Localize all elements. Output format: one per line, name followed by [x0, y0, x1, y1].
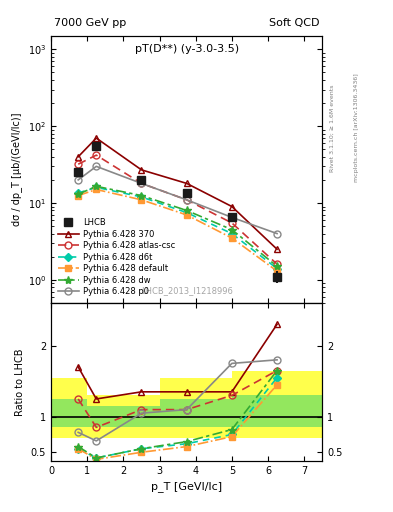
Line: Pythia 6.428 d6t: Pythia 6.428 d6t [75, 184, 280, 271]
Pythia 6.428 370 [139, 167, 144, 173]
Pythia 6.428 atlas-csc [94, 152, 99, 158]
Pythia 6.428 default [139, 197, 144, 203]
Pythia 6.428 dw [184, 207, 189, 214]
Text: Soft QCD: Soft QCD [269, 18, 320, 28]
Text: pT(D**) (y-3.0-3.5): pT(D**) (y-3.0-3.5) [135, 44, 239, 54]
Pythia 6.428 370 [275, 246, 279, 252]
Pythia 6.428 d6t [94, 184, 99, 190]
Pythia 6.428 dw [76, 191, 81, 197]
Pythia 6.428 370 [76, 154, 81, 160]
Pythia 6.428 d6t [230, 230, 234, 237]
Pythia 6.428 dw [94, 183, 99, 189]
Pythia 6.428 370 [184, 180, 189, 186]
Y-axis label: dσ / dp_T [μb/(GeVI/lc)]: dσ / dp_T [μb/(GeVI/lc)] [11, 113, 22, 226]
Pythia 6.428 p0 [275, 230, 279, 237]
Pythia 6.428 atlas-csc [76, 161, 81, 167]
Pythia 6.428 d6t [275, 266, 279, 272]
Pythia 6.428 dw [230, 227, 234, 233]
Line: Pythia 6.428 p0: Pythia 6.428 p0 [75, 163, 281, 237]
Legend: LHCB, Pythia 6.428 370, Pythia 6.428 atlas-csc, Pythia 6.428 d6t, Pythia 6.428 d: LHCB, Pythia 6.428 370, Pythia 6.428 atl… [55, 216, 178, 299]
Pythia 6.428 p0 [184, 197, 189, 203]
Pythia 6.428 370 [230, 203, 234, 209]
Text: 7000 GeV pp: 7000 GeV pp [54, 18, 126, 28]
Text: Rivet 3.1.10; ≥ 1.6M events: Rivet 3.1.10; ≥ 1.6M events [330, 84, 335, 172]
Pythia 6.428 p0 [94, 163, 99, 169]
Pythia 6.428 default [230, 235, 234, 241]
Text: mcplots.cern.ch [arXiv:1306.3436]: mcplots.cern.ch [arXiv:1306.3436] [354, 74, 359, 182]
Pythia 6.428 atlas-csc [275, 261, 279, 267]
Pythia 6.428 default [275, 268, 279, 274]
Pythia 6.428 atlas-csc [230, 220, 234, 226]
Line: Pythia 6.428 atlas-csc: Pythia 6.428 atlas-csc [75, 152, 281, 268]
Line: Pythia 6.428 default: Pythia 6.428 default [75, 187, 280, 274]
Pythia 6.428 d6t [139, 194, 144, 200]
Pythia 6.428 p0 [230, 215, 234, 221]
Pythia 6.428 p0 [76, 177, 81, 183]
Pythia 6.428 dw [139, 193, 144, 199]
Pythia 6.428 default [184, 212, 189, 218]
Text: LHCB_2013_I1218996: LHCB_2013_I1218996 [141, 286, 233, 295]
Line: Pythia 6.428 370: Pythia 6.428 370 [75, 135, 281, 253]
Pythia 6.428 atlas-csc [184, 197, 189, 203]
Pythia 6.428 dw [275, 263, 279, 269]
Pythia 6.428 370 [94, 135, 99, 141]
X-axis label: p_T [GeVI/lc]: p_T [GeVI/lc] [151, 481, 222, 492]
Y-axis label: Ratio to LHCB: Ratio to LHCB [15, 348, 25, 416]
Pythia 6.428 default [94, 186, 99, 193]
Pythia 6.428 atlas-csc [139, 180, 144, 186]
Pythia 6.428 p0 [139, 180, 144, 186]
Pythia 6.428 d6t [184, 209, 189, 216]
Pythia 6.428 d6t [76, 190, 81, 196]
Line: Pythia 6.428 dw: Pythia 6.428 dw [74, 182, 281, 270]
Pythia 6.428 default [76, 193, 81, 199]
